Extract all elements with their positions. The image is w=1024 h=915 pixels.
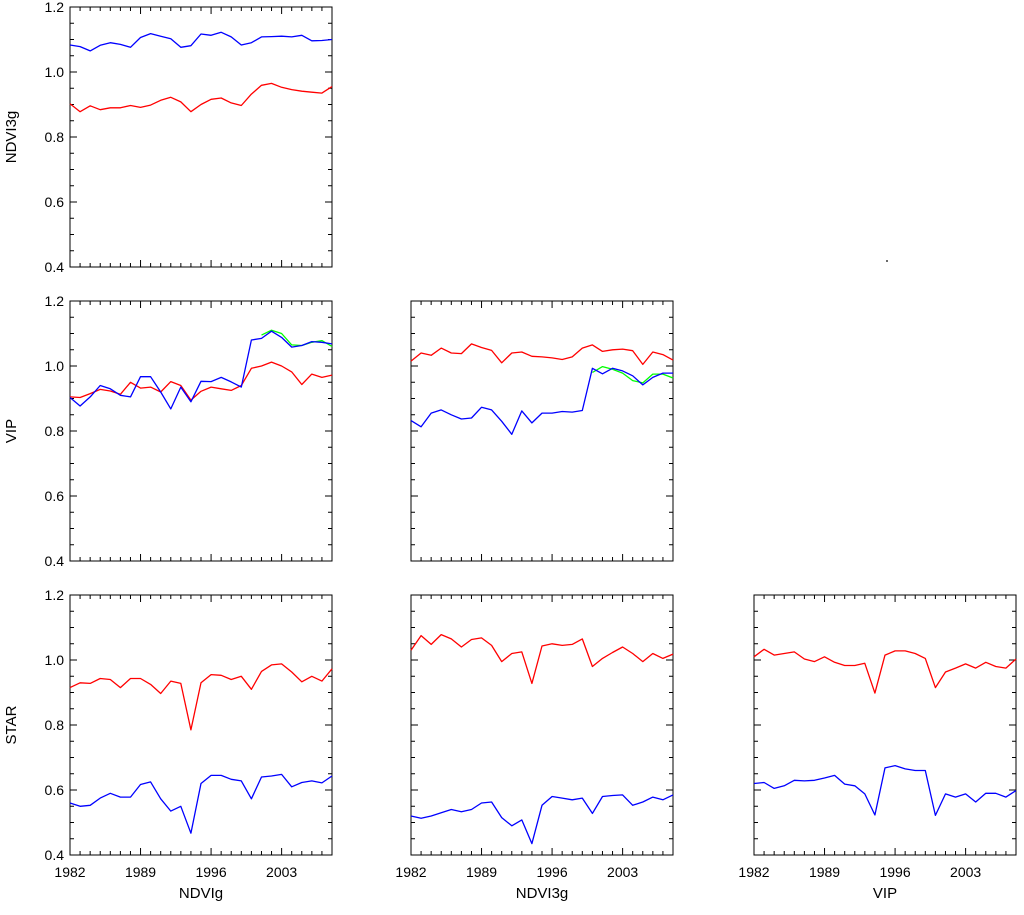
panel-5: 1982 1989 1996 2003 VIP [738, 594, 1017, 902]
y-tick-label: 0.6 [45, 782, 65, 798]
x-tick-label: 1996 [536, 864, 567, 880]
x-tick-label: 1982 [738, 864, 769, 880]
series-line-1 [592, 365, 674, 384]
x-tick-label: 2003 [266, 864, 297, 880]
y-tick-label: 0.4 [45, 847, 65, 863]
y-axis-title: NDVI3g [3, 111, 20, 164]
y-axis-title: STAR [3, 705, 20, 744]
panel-2 [410, 300, 674, 562]
x-axis-title: NDVIg [179, 885, 223, 902]
series-line-0 [410, 343, 674, 366]
panel-3: 0.4 0.6 0.8 1.0 1.2 1982 1989 1996 2003 STAR NDVIg [3, 587, 333, 902]
panel-1: 0.4 0.6 0.8 1.0 1.2 VIP [3, 293, 333, 569]
y-tick-label: 1.0 [45, 652, 65, 668]
series-line-2 [410, 367, 673, 435]
x-axis-title: VIP [873, 885, 897, 902]
y-axis-title: VIP [3, 419, 20, 443]
panel-0: 0.4 0.6 0.8 1.0 1.2 NDVI3g [3, 0, 333, 275]
y-tick-label: 1.2 [45, 0, 65, 15]
series-line-1 [753, 764, 1017, 817]
plot-frame [69, 300, 333, 562]
x-tick-label: 1996 [195, 864, 226, 880]
y-tick-label: 0.8 [45, 129, 65, 145]
x-tick-label: 1989 [466, 864, 497, 880]
series-line-0 [69, 663, 333, 731]
x-tick-label: 1982 [54, 864, 85, 880]
series-line-0 [69, 361, 333, 401]
series-line-1 [69, 82, 333, 113]
y-tick-label: 0.4 [45, 553, 65, 569]
x-axis-title: NDVI3g [516, 885, 569, 902]
series-line-0 [410, 633, 674, 685]
y-tick-label: 1.0 [45, 64, 65, 80]
series-line-0 [69, 31, 333, 52]
x-tick-label: 2003 [950, 864, 981, 880]
plot-frame [69, 594, 333, 856]
y-tick-label: 0.8 [45, 717, 65, 733]
y-tick-label: 1.0 [45, 358, 65, 374]
x-tick-label: 1989 [809, 864, 840, 880]
series-line-2 [69, 330, 333, 410]
x-tick-label: 2003 [607, 864, 638, 880]
series-line-0 [753, 648, 1017, 694]
x-tick-label: 1982 [395, 864, 426, 880]
y-tick-label: 0.6 [45, 488, 65, 504]
series-line-1 [69, 773, 333, 834]
x-tick-label: 1996 [879, 864, 910, 880]
plot-frame [69, 6, 333, 268]
y-tick-label: 1.2 [45, 587, 65, 603]
y-tick-label: 0.4 [45, 259, 65, 275]
plot-frame [410, 594, 674, 856]
stray-dot [886, 260, 888, 262]
y-tick-label: 0.8 [45, 423, 65, 439]
y-tick-label: 0.6 [45, 194, 65, 210]
plot-frame [410, 300, 674, 562]
panel-4: 1982 1989 1996 2003 NDVI3g [395, 594, 674, 902]
plot-frame [753, 594, 1017, 856]
x-tick-label: 1989 [125, 864, 156, 880]
y-tick-label: 1.2 [45, 293, 65, 309]
series-line-1 [410, 794, 674, 845]
series-line-1 [261, 329, 333, 348]
